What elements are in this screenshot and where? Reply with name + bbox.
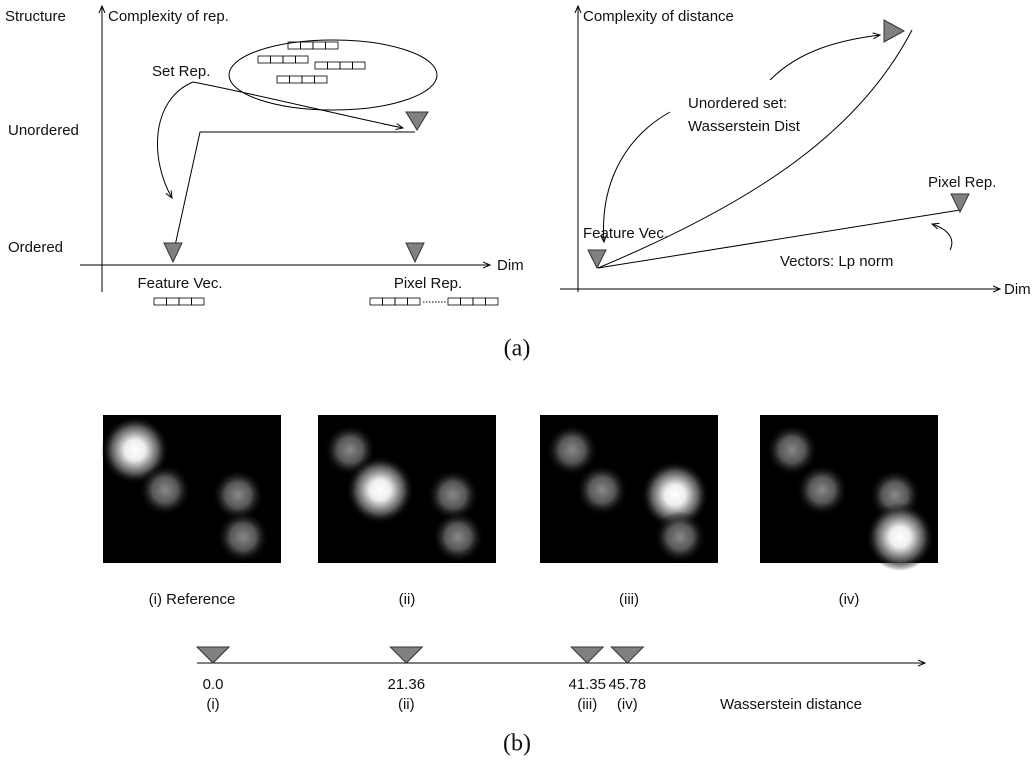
image-label: (iii) bbox=[619, 591, 639, 608]
image-label: (iv) bbox=[839, 591, 860, 608]
panel-a-right: Complexity of distance Dim Unordered set… bbox=[560, 6, 1031, 298]
cell bbox=[370, 298, 383, 305]
caption: (a) bbox=[504, 336, 531, 362]
distance-label: 21.36 bbox=[388, 676, 426, 693]
point-label: Feature Vec. bbox=[137, 275, 222, 292]
set-ellipse bbox=[229, 40, 437, 110]
y-axis-label: Complexity of distance bbox=[583, 8, 734, 25]
annotation: Unordered set: bbox=[688, 95, 787, 112]
image-label: (i) Reference bbox=[149, 591, 236, 608]
point-label: Feature Vec. bbox=[583, 225, 668, 242]
cell bbox=[296, 56, 309, 63]
arrow bbox=[193, 82, 403, 128]
marker-label: (i) bbox=[206, 696, 219, 713]
arrow bbox=[157, 82, 193, 198]
distance-label: 41.35 bbox=[568, 676, 606, 693]
cell bbox=[315, 76, 328, 83]
cell bbox=[326, 42, 339, 49]
cell bbox=[179, 298, 192, 305]
cell bbox=[473, 298, 486, 305]
cell bbox=[301, 42, 314, 49]
cell bbox=[461, 298, 474, 305]
marker-label: (ii) bbox=[398, 696, 415, 713]
cell bbox=[154, 298, 167, 305]
caption: (b) bbox=[503, 731, 531, 757]
cell bbox=[315, 62, 328, 69]
structure-label: Structure bbox=[5, 8, 66, 25]
cell bbox=[448, 298, 461, 305]
cell bbox=[271, 56, 284, 63]
marker bbox=[884, 20, 904, 42]
cell bbox=[408, 298, 421, 305]
cell bbox=[353, 62, 366, 69]
marker bbox=[406, 243, 424, 262]
cell bbox=[328, 62, 341, 69]
cell bbox=[486, 298, 499, 305]
cell bbox=[313, 42, 326, 49]
cell bbox=[258, 56, 271, 63]
cell bbox=[283, 56, 296, 63]
level-label: Ordered bbox=[8, 239, 63, 256]
cell bbox=[383, 298, 396, 305]
cell bbox=[302, 76, 315, 83]
cell bbox=[340, 62, 353, 69]
blob bbox=[654, 511, 706, 563]
y-axis-label: Complexity of rep. bbox=[108, 8, 229, 25]
annotation: Wasserstein Dist bbox=[688, 118, 801, 135]
arrow bbox=[932, 224, 952, 250]
blob bbox=[576, 464, 628, 516]
blob bbox=[217, 511, 269, 563]
x-axis-label: Dim bbox=[497, 257, 524, 274]
axis-label: Wasserstein distance bbox=[720, 696, 862, 713]
level-label: Unordered bbox=[8, 122, 79, 139]
marker-label: (iv) bbox=[617, 696, 638, 713]
distance-marker bbox=[611, 647, 643, 663]
blob bbox=[346, 456, 414, 524]
annotation: Set Rep. bbox=[152, 63, 210, 80]
marker bbox=[951, 194, 969, 212]
cell bbox=[192, 298, 205, 305]
blob bbox=[139, 464, 191, 516]
distance-marker bbox=[197, 647, 229, 663]
blob bbox=[866, 503, 934, 571]
point-label: Pixel Rep. bbox=[928, 174, 996, 191]
annotation: Vectors: Lp norm bbox=[780, 253, 893, 270]
arrow bbox=[770, 35, 880, 80]
marker bbox=[406, 112, 428, 130]
cell bbox=[290, 76, 303, 83]
x-axis-label: Dim bbox=[1004, 281, 1031, 298]
cell bbox=[277, 76, 290, 83]
cell bbox=[395, 298, 408, 305]
distance-label: 45.78 bbox=[609, 676, 647, 693]
distance-label: 0.0 bbox=[203, 676, 224, 693]
marker-label: (iii) bbox=[577, 696, 597, 713]
panel-a-left: Structure Complexity of rep. Dim Unorder… bbox=[5, 6, 524, 302]
image-label: (ii) bbox=[399, 591, 416, 608]
arrow bbox=[604, 112, 670, 242]
blob bbox=[432, 511, 484, 563]
figure: Structure Complexity of rep. Dim Unorder… bbox=[0, 0, 1034, 773]
blob bbox=[796, 464, 848, 516]
cell bbox=[167, 298, 180, 305]
point-label: Pixel Rep. bbox=[394, 275, 462, 292]
distance-marker bbox=[571, 647, 603, 663]
distance-marker bbox=[390, 647, 422, 663]
path-line bbox=[173, 132, 415, 255]
marker bbox=[164, 243, 182, 262]
